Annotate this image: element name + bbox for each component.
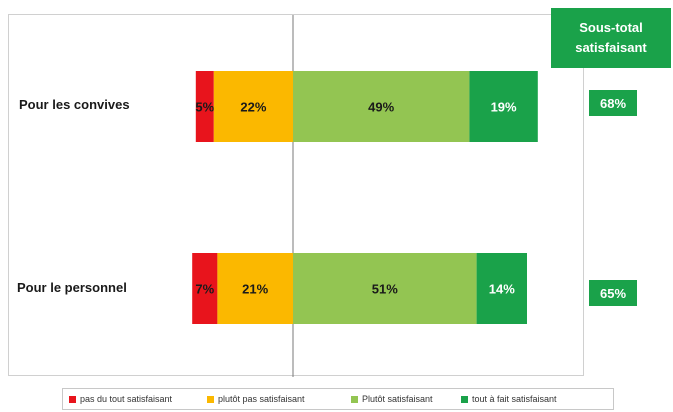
bar-segment-personnel-2 [293, 253, 477, 324]
data-label-personnel-2: 51% [372, 282, 398, 297]
legend-swatch [461, 395, 468, 403]
legend-label: tout à fait satisfaisant [472, 394, 557, 404]
bar-segment-personnel-1 [217, 253, 293, 324]
legend-swatch [69, 395, 76, 403]
legend-item-plutot-pas: plutôt pas satisfaisant [207, 394, 305, 404]
stacked-bar-chart: 5% 22% 49% 19% 7% 21% 51% 14% [192, 15, 538, 377]
legend-swatch [207, 395, 214, 403]
legend-label: Plutôt satisfaisant [362, 394, 433, 404]
legend-label: pas du tout satisfaisant [80, 394, 173, 404]
legend-item-tout-a-fait: tout à fait satisfaisant [461, 394, 557, 404]
legend-swatch [351, 395, 358, 403]
data-label-personnel-3: 14% [489, 282, 515, 297]
category-label-convives: Pour les convives [19, 97, 130, 112]
bar-segment-personnel-0 [192, 253, 218, 324]
data-label-personnel-1: 21% [242, 282, 268, 297]
data-label-convives-1: 22% [240, 100, 266, 115]
category-label-personnel: Pour le personnel [17, 280, 127, 295]
bar-segment-personnel-3 [476, 253, 527, 324]
data-label-personnel-0: 7% [195, 282, 214, 297]
legend-item-plutot-satisfaisant: Plutôt satisfaisant [351, 394, 433, 404]
subtotal-badge-convives: 68% [589, 90, 637, 116]
legend-item-pas-du-tout: pas du tout satisfaisant [69, 394, 172, 404]
subtotal-header: Sous-total satisfaisant [551, 8, 671, 68]
bar-segment-convives-1 [213, 71, 293, 142]
data-label-convives-0: 5% [195, 100, 214, 115]
chart-frame: 5% 22% 49% 19% 7% 21% 51% 14% Pour les convives… [8, 14, 584, 377]
subtotal-header-line2: satisfaisant [575, 40, 647, 55]
subtotal-header-line1: Sous-total [579, 20, 643, 35]
data-label-convives-3: 19% [491, 100, 517, 115]
legend: pas du tout satisfaisant plutôt pas sati… [62, 388, 614, 410]
bar-segment-convives-0 [195, 71, 214, 142]
bar-segment-convives-2 [293, 71, 470, 142]
legend-label: plutôt pas satisfaisant [218, 394, 305, 404]
data-label-convives-2: 49% [368, 100, 394, 115]
subtotal-badge-personnel: 65% [589, 280, 637, 306]
bar-segment-convives-3 [469, 71, 538, 142]
